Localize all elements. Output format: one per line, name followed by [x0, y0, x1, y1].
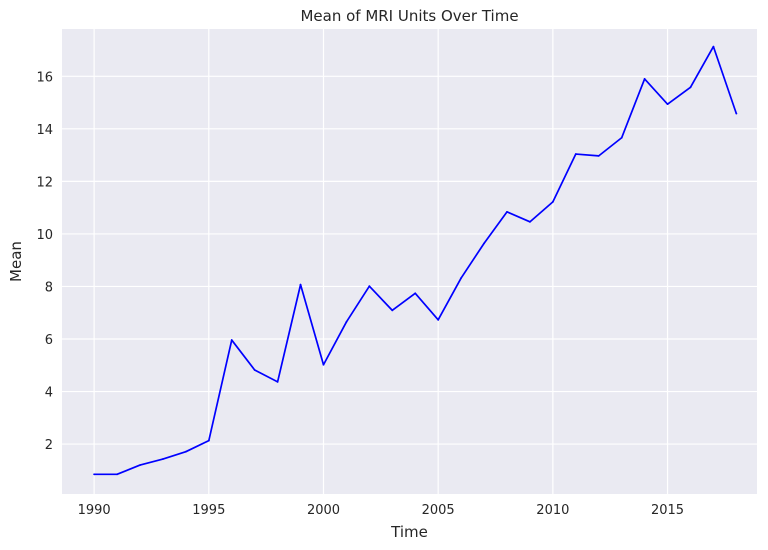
- data-point: [322, 363, 325, 366]
- data-point: [689, 86, 692, 89]
- data-point: [506, 210, 508, 213]
- y-tick-label: 2: [45, 438, 53, 453]
- data-point: [620, 136, 623, 139]
- x-tick-label: 2005: [422, 503, 455, 518]
- data-point: [253, 369, 256, 371]
- x-tick-label: 2010: [536, 503, 569, 518]
- data-point: [207, 439, 210, 442]
- y-tick-label: 12: [36, 175, 53, 190]
- data-point: [184, 450, 187, 453]
- data-point: [551, 200, 554, 203]
- y-gridlines: [62, 75, 757, 445]
- data-point: [666, 103, 669, 106]
- data-point: [483, 242, 485, 245]
- x-tick-labels: 1990 1995 2000 2005 2010 2015: [78, 503, 685, 518]
- y-tick-label: 10: [36, 228, 53, 243]
- data-point: [93, 473, 96, 476]
- x-tick-label: 2015: [651, 503, 684, 518]
- data-point: [574, 153, 577, 155]
- y-axis-title: Mean: [7, 241, 25, 282]
- data-point: [368, 285, 371, 288]
- x-tick-label: 1990: [78, 503, 111, 518]
- x-axis-title: Time: [390, 523, 428, 541]
- data-point: [712, 45, 715, 48]
- data-point: [162, 458, 164, 460]
- data-point: [437, 318, 440, 321]
- data-point: [116, 473, 118, 476]
- y-tick-label: 8: [45, 280, 53, 295]
- data-point: [643, 78, 646, 80]
- series-layer: [93, 45, 738, 476]
- data-point: [276, 380, 279, 383]
- plot-area: [62, 29, 757, 494]
- x-tick-label: 1995: [192, 503, 225, 518]
- data-point: [414, 292, 417, 295]
- data-point: [345, 321, 348, 323]
- y-tick-label: 16: [36, 70, 53, 85]
- y-tick-label: 6: [45, 333, 53, 348]
- data-point: [391, 309, 394, 312]
- data-point: [460, 277, 463, 279]
- y-tick-labels: 2 4 6 8 10 12 14 16: [36, 70, 53, 453]
- data-point: [230, 339, 233, 341]
- data-point: [597, 154, 600, 157]
- y-tick-label: 4: [45, 386, 53, 401]
- data-point: [299, 283, 302, 286]
- x-tick-label: 2000: [307, 503, 340, 518]
- chart-title: Mean of MRI Units Over Time: [300, 7, 518, 25]
- y-tick-label: 14: [36, 123, 53, 138]
- x-gridlines: [93, 29, 669, 494]
- data-point: [139, 464, 141, 467]
- data-point: [529, 220, 531, 223]
- data-point: [735, 112, 738, 115]
